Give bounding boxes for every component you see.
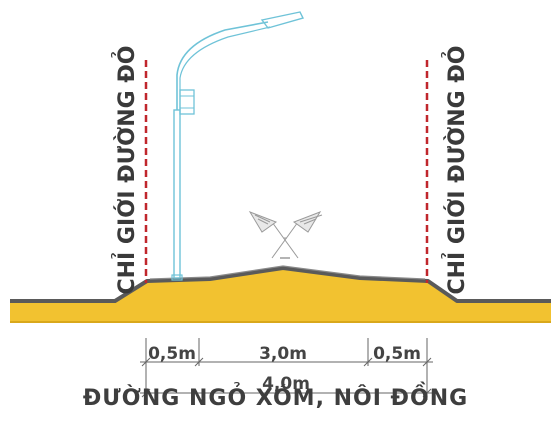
dim-left-shoulder: 0,5m — [148, 344, 196, 364]
crossed-flags-icon — [248, 211, 323, 259]
dim-right-shoulder: 0,5m — [373, 344, 421, 364]
road-surface-outline — [10, 266, 551, 303]
pavement-edge-line — [149, 265, 426, 280]
street-lamp-icon — [171, 11, 305, 281]
right-boundary-label: CHỈ GIỚI ĐƯỜNG ĐỎ — [442, 45, 470, 294]
diagram-caption: ĐƯỜNG NGỎ XÓM, NÔI ĐỒNG — [82, 386, 469, 411]
dimension-lines — [140, 338, 433, 400]
dim-total: 4,0m — [262, 374, 310, 394]
left-boundary-label: CHỈ GIỚI ĐƯỜNG ĐỎ — [112, 45, 140, 294]
dim-carriageway: 3,0m — [259, 344, 307, 364]
